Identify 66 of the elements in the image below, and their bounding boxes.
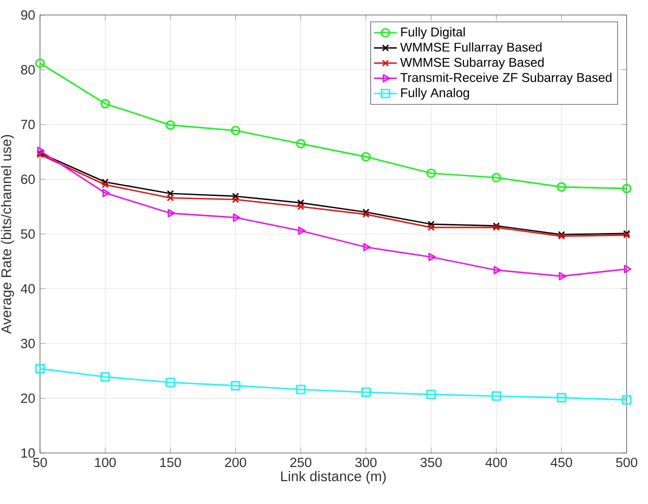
x-tick-label: 400 <box>485 458 507 468</box>
y-tick-label: 40 <box>20 284 35 294</box>
point <box>166 190 174 197</box>
point <box>232 192 240 200</box>
y-tick-label: 50 <box>21 229 35 239</box>
x-axis-title: Link distance (m) <box>281 470 386 484</box>
point <box>100 372 110 382</box>
x-tick-label: 300 <box>355 458 377 468</box>
legend-label: WMMSE Fullarray Based <box>400 42 542 54</box>
x-tick-label: 50 <box>33 458 47 468</box>
point <box>426 168 436 178</box>
y-axis-title: Average Rate (bits/channel use) <box>0 135 14 334</box>
x-tick-label: 150 <box>160 458 181 468</box>
point <box>298 226 306 235</box>
point <box>168 209 176 218</box>
x-tick-label: 500 <box>616 458 638 468</box>
legend-label: Fully Digital <box>401 27 465 39</box>
point <box>361 152 371 162</box>
point <box>428 220 435 228</box>
y-tick-label: 30 <box>20 338 35 348</box>
y-tick-label: 80 <box>21 65 35 74</box>
point <box>624 264 632 274</box>
y-tick-label: 70 <box>21 120 35 130</box>
point <box>297 199 304 206</box>
legend-label: Fully Analog <box>401 88 470 100</box>
point <box>428 224 435 231</box>
point <box>556 182 566 192</box>
point <box>492 172 501 182</box>
y-tick-label: 20 <box>21 394 35 403</box>
x-tick-label: 350 <box>420 458 442 468</box>
point <box>426 390 436 400</box>
x-tick-label: 100 <box>95 458 116 468</box>
point <box>102 178 109 186</box>
point <box>166 194 174 202</box>
x-tick-label: 200 <box>225 458 246 468</box>
legend-label: Transmit-Receive ZF Subarray Based <box>400 72 612 85</box>
point <box>230 380 240 390</box>
y-tick-label: 10 <box>21 448 35 458</box>
y-tick-label: 60 <box>21 174 35 184</box>
y-tick-label: 90 <box>21 10 35 20</box>
point <box>556 393 566 402</box>
point <box>363 243 371 252</box>
point <box>297 203 304 210</box>
point <box>37 146 45 155</box>
point <box>361 388 371 397</box>
point <box>102 188 110 198</box>
point <box>35 58 45 68</box>
point <box>102 181 109 188</box>
point <box>622 184 632 194</box>
point <box>100 99 110 108</box>
point <box>232 196 240 204</box>
point <box>230 126 240 136</box>
point <box>558 272 566 280</box>
x-tick-label: 250 <box>290 458 312 468</box>
point <box>296 384 306 394</box>
point <box>166 378 176 388</box>
point <box>166 120 176 130</box>
point <box>296 138 306 148</box>
x-tick-label: 450 <box>550 458 572 468</box>
point <box>428 252 436 262</box>
point <box>492 391 501 401</box>
legend-label: WMMSE Subarray Based <box>400 58 544 70</box>
point <box>494 266 501 274</box>
point <box>622 395 632 405</box>
point <box>232 213 240 222</box>
point <box>35 364 45 374</box>
